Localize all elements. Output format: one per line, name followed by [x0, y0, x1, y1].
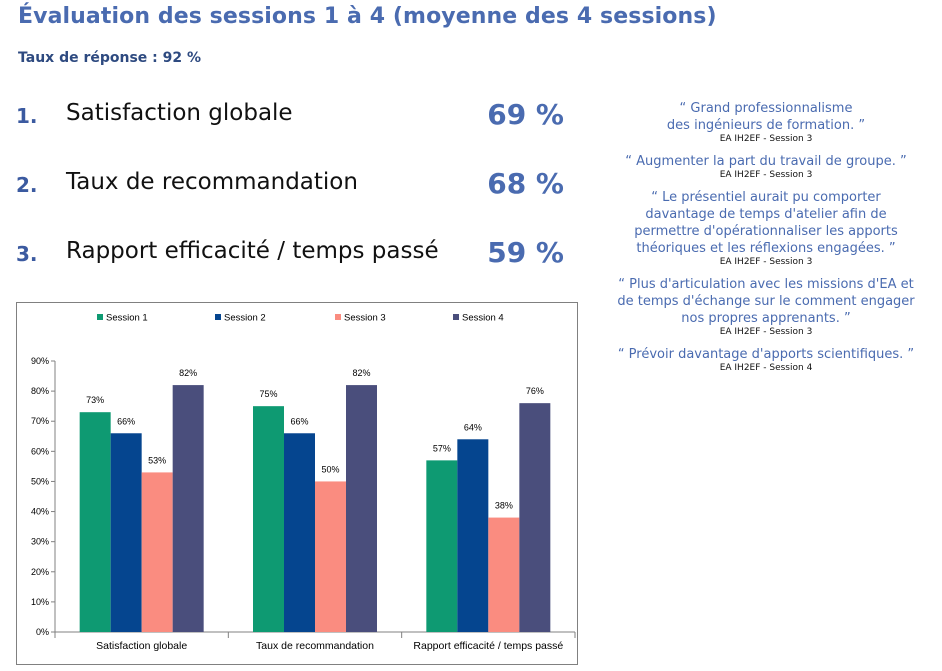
quote-text: “ Le présentiel aurait pu comporter dava… [634, 190, 898, 256]
metric-recommendation: 2. Taux de recommandation 68 % [0, 167, 580, 203]
quote: “ Grand professionnalisme des ingénieurs… [596, 100, 936, 145]
y-tick-label: 50% [31, 476, 49, 486]
metric-label: Taux de recommandation [66, 169, 358, 195]
bar [253, 406, 284, 632]
x-category-label: Taux de recommandation [256, 640, 374, 652]
quote-text: “ Prévoir davantage d'apports scientifiq… [617, 347, 915, 362]
bar [141, 472, 173, 632]
quote-source: EA IH2EF - Session 3 [719, 170, 813, 180]
legend-swatch [335, 314, 341, 320]
bar-value-label: 50% [321, 464, 339, 474]
metric-number: 1. [16, 104, 38, 128]
quote: “ Augmenter la part du travail de groupe… [596, 153, 936, 181]
chart-svg: 0% 10% 20% 30% 40% 50% 60% 70% 80% 90% Satisfactio… [31, 313, 576, 652]
legend-label: Session 2 [224, 313, 266, 324]
quotes-panel: “ Grand professionnalisme des ingénieurs… [596, 100, 936, 382]
legend-swatch [97, 314, 103, 320]
bar-value-label: 66% [290, 416, 308, 426]
metric-value: 68 % [487, 167, 564, 200]
metric-number: 3. [16, 242, 38, 266]
bar [284, 433, 315, 632]
quote-source: EA IH2EF - Session 3 [719, 134, 813, 144]
bar [172, 385, 204, 632]
y-tick-label: 30% [31, 537, 49, 547]
bar [110, 433, 142, 632]
bar [426, 460, 458, 632]
quote-text: “ Augmenter la part du travail de groupe… [625, 154, 907, 169]
quote: “ Plus d'articulation avec les missions … [596, 276, 936, 338]
legend-swatch [453, 314, 459, 320]
metric-number: 2. [16, 173, 38, 197]
legend-swatch [215, 314, 221, 320]
x-category-label: Rapport efficacité / temps passé [413, 640, 563, 652]
bar-value-label: 76% [526, 386, 544, 396]
y-tick-label: 90% [31, 356, 49, 366]
metric-value: 69 % [487, 98, 564, 131]
bar-value-label: 82% [352, 368, 370, 378]
quote-text: “ Grand professionnalisme des ingénieurs… [666, 101, 866, 133]
metric-efficiency: 3. Rapport efficacité / temps passé 59 % [0, 236, 580, 272]
y-tick-label: 80% [31, 386, 49, 396]
y-tick-label: 40% [31, 507, 49, 517]
x-category-label: Satisfaction globale [96, 640, 187, 652]
bar-value-label: 82% [179, 368, 197, 378]
bar-value-label: 66% [117, 416, 135, 426]
bar-value-label: 38% [495, 501, 513, 511]
y-tick-label: 60% [31, 446, 49, 456]
metric-label: Satisfaction globale [66, 100, 293, 126]
legend-label: Session 4 [462, 313, 504, 324]
metric-satisfaction: 1. Satisfaction globale 69 % [0, 98, 580, 134]
bar-value-label: 57% [433, 443, 451, 453]
y-tick-label: 20% [31, 567, 49, 577]
quote-text: “ Plus d'articulation avec les missions … [617, 277, 915, 326]
page-title: Évaluation des sessions 1 à 4 (moyenne d… [18, 4, 717, 29]
metric-label: Rapport efficacité / temps passé [66, 238, 439, 264]
quote-source: EA IH2EF - Session 3 [719, 257, 813, 267]
bar [346, 385, 377, 632]
metric-value: 59 % [487, 236, 564, 269]
bar-value-label: 73% [86, 395, 104, 405]
bar [457, 439, 489, 632]
y-tick-label: 10% [31, 597, 49, 607]
bar-value-label: 53% [148, 455, 166, 465]
bar [79, 412, 111, 632]
y-tick-label: 70% [31, 416, 49, 426]
bar-value-label: 64% [464, 422, 482, 432]
bar [488, 517, 520, 632]
bar [519, 403, 551, 632]
quote: “ Prévoir davantage d'apports scientifiq… [596, 346, 936, 374]
legend-label: Session 1 [106, 313, 148, 324]
quote: “ Le présentiel aurait pu comporter dava… [596, 189, 936, 268]
bar-value-label: 75% [259, 389, 277, 399]
response-rate: Taux de réponse : 92 % [18, 50, 202, 66]
quote-source: EA IH2EF - Session 3 [719, 327, 813, 337]
bar [315, 481, 346, 632]
legend-label: Session 3 [344, 313, 386, 324]
y-tick-label: 0% [36, 627, 49, 637]
session-bar-chart: 0% 10% 20% 30% 40% 50% 60% 70% 80% 90% Satisfactio… [16, 302, 578, 665]
quote-source: EA IH2EF - Session 4 [719, 363, 813, 373]
